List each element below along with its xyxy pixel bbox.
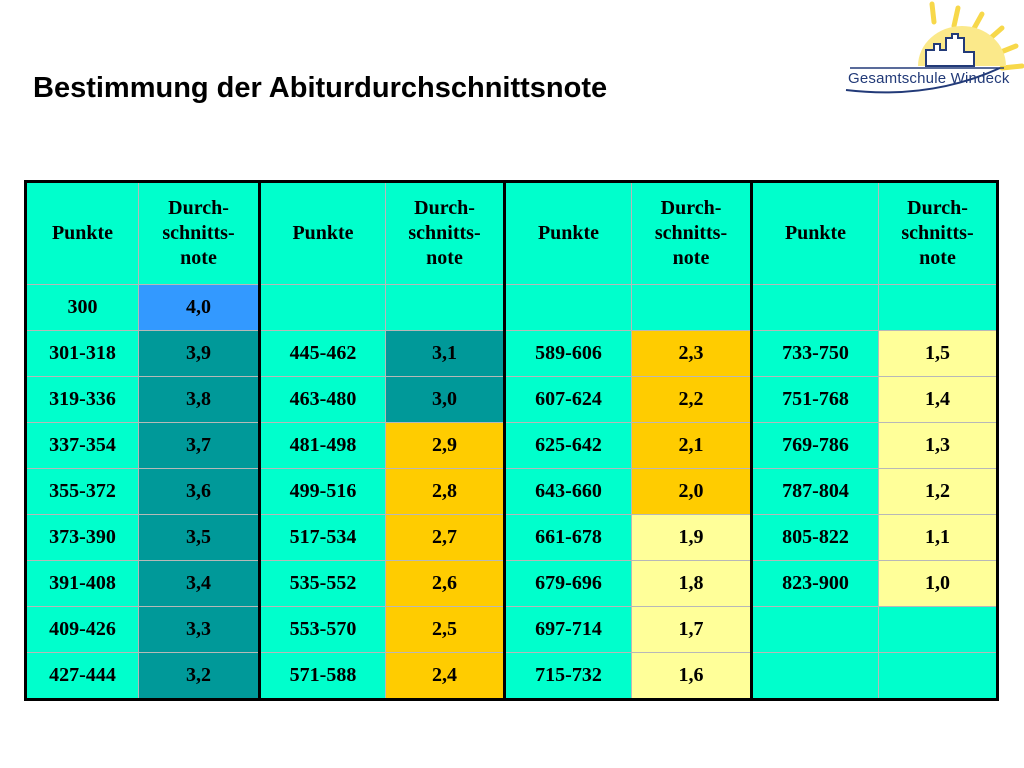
points-cell [751, 284, 879, 331]
grade-cell: 2,0 [631, 468, 753, 515]
points-cell: 625-642 [504, 422, 632, 469]
table-row: 301-318 3,9 445-462 3,1 589-606 2,3 733-750 1,5 [24, 330, 999, 377]
points-cell [751, 652, 879, 701]
grade-cell: 2,8 [385, 468, 506, 515]
sun-castle-icon [845, 1, 1024, 94]
points-cell: 571-588 [259, 652, 386, 701]
points-cell [259, 284, 386, 331]
grade-cell: 3,3 [138, 606, 261, 653]
table-row: 409-426 3,3 553-570 2,5 697-714 1,7 [24, 606, 999, 653]
grade-cell: 1,4 [878, 376, 999, 423]
points-cell: 787-804 [751, 468, 879, 515]
column-header: Punkte [259, 180, 386, 285]
table-row: 355-372 3,6 499-516 2,8 643-660 2,0 787-804 1,2 [24, 468, 999, 515]
column-header: Durch- schnitts- note [631, 180, 753, 285]
points-cell: 733-750 [751, 330, 879, 377]
grade-cell: 1,5 [878, 330, 999, 377]
grade-cell [631, 284, 753, 331]
points-cell: 805-822 [751, 514, 879, 561]
grade-cell: 3,5 [138, 514, 261, 561]
grade-cell [878, 606, 999, 653]
points-cell: 481-498 [259, 422, 386, 469]
points-cell: 679-696 [504, 560, 632, 607]
grade-cell: 2,3 [631, 330, 753, 377]
table-row: 427-444 3,2 571-588 2,4 715-732 1,6 [24, 652, 999, 701]
points-cell: 409-426 [24, 606, 139, 653]
grade-table: Punkte Durch- schnitts- note Punkte Durch- … [24, 180, 999, 701]
grade-cell: 2,1 [631, 422, 753, 469]
points-cell [751, 606, 879, 653]
grade-cell: 2,2 [631, 376, 753, 423]
points-cell: 300 [24, 284, 139, 331]
column-header: Durch- schnitts- note [138, 180, 261, 285]
table-row: 391-408 3,4 535-552 2,6 679-696 1,8 823-900 1,0 [24, 560, 999, 607]
points-cell: 769-786 [751, 422, 879, 469]
school-logo: Gesamtschule Windeck [840, 0, 1024, 110]
points-cell [504, 284, 632, 331]
page-title: Bestimmung der Abiturdurchschnittsnote [33, 72, 608, 104]
grade-cell: 2,6 [385, 560, 506, 607]
table-row: 300 4,0 [24, 284, 999, 331]
grade-cell: 1,0 [878, 560, 999, 607]
grade-cell: 3,1 [385, 330, 506, 377]
table-row: 319-336 3,8 463-480 3,0 607-624 2,2 751-768 1,4 [24, 376, 999, 423]
points-cell: 661-678 [504, 514, 632, 561]
grade-cell: 3,2 [138, 652, 261, 701]
grade-cell: 1,8 [631, 560, 753, 607]
column-header: Punkte [504, 180, 632, 285]
grade-cell: 2,4 [385, 652, 506, 701]
table-row: 337-354 3,7 481-498 2,9 625-642 2,1 769-786 1,3 [24, 422, 999, 469]
grade-cell [878, 652, 999, 701]
points-cell: 697-714 [504, 606, 632, 653]
points-cell: 535-552 [259, 560, 386, 607]
grade-cell [385, 284, 506, 331]
points-cell: 751-768 [751, 376, 879, 423]
points-cell: 499-516 [259, 468, 386, 515]
points-cell: 373-390 [24, 514, 139, 561]
grade-cell: 3,8 [138, 376, 261, 423]
grade-cell: 4,0 [138, 284, 261, 331]
column-header: Durch- schnitts- note [385, 180, 506, 285]
table-row: 373-390 3,5 517-534 2,7 661-678 1,9 805-822 1,1 [24, 514, 999, 561]
grade-cell: 3,0 [385, 376, 506, 423]
table-header-row: Punkte Durch- schnitts- note Punkte Durch- … [24, 180, 999, 285]
grade-cell: 3,6 [138, 468, 261, 515]
grade-cell: 2,5 [385, 606, 506, 653]
grade-cell: 1,9 [631, 514, 753, 561]
grade-cell: 1,7 [631, 606, 753, 653]
points-cell: 589-606 [504, 330, 632, 377]
column-header: Punkte [24, 180, 139, 285]
points-cell: 823-900 [751, 560, 879, 607]
column-header: Punkte [751, 180, 879, 285]
points-cell: 355-372 [24, 468, 139, 515]
grade-cell: 2,7 [385, 514, 506, 561]
grade-cell: 1,3 [878, 422, 999, 469]
points-cell: 463-480 [259, 376, 386, 423]
points-cell: 427-444 [24, 652, 139, 701]
points-cell: 553-570 [259, 606, 386, 653]
points-cell: 517-534 [259, 514, 386, 561]
grade-cell: 3,9 [138, 330, 261, 377]
logo-text: Gesamtschule Windeck [848, 70, 1010, 87]
points-cell: 445-462 [259, 330, 386, 377]
points-cell: 643-660 [504, 468, 632, 515]
grade-cell: 3,4 [138, 560, 261, 607]
points-cell: 607-624 [504, 376, 632, 423]
points-cell: 391-408 [24, 560, 139, 607]
grade-cell: 1,1 [878, 514, 999, 561]
grade-cell: 1,6 [631, 652, 753, 701]
grade-cell: 1,2 [878, 468, 999, 515]
grade-cell: 3,7 [138, 422, 261, 469]
points-cell: 337-354 [24, 422, 139, 469]
points-cell: 319-336 [24, 376, 139, 423]
grade-cell: 2,9 [385, 422, 506, 469]
column-header: Durch- schnitts- note [878, 180, 999, 285]
grade-cell [878, 284, 999, 331]
points-cell: 715-732 [504, 652, 632, 701]
points-cell: 301-318 [24, 330, 139, 377]
